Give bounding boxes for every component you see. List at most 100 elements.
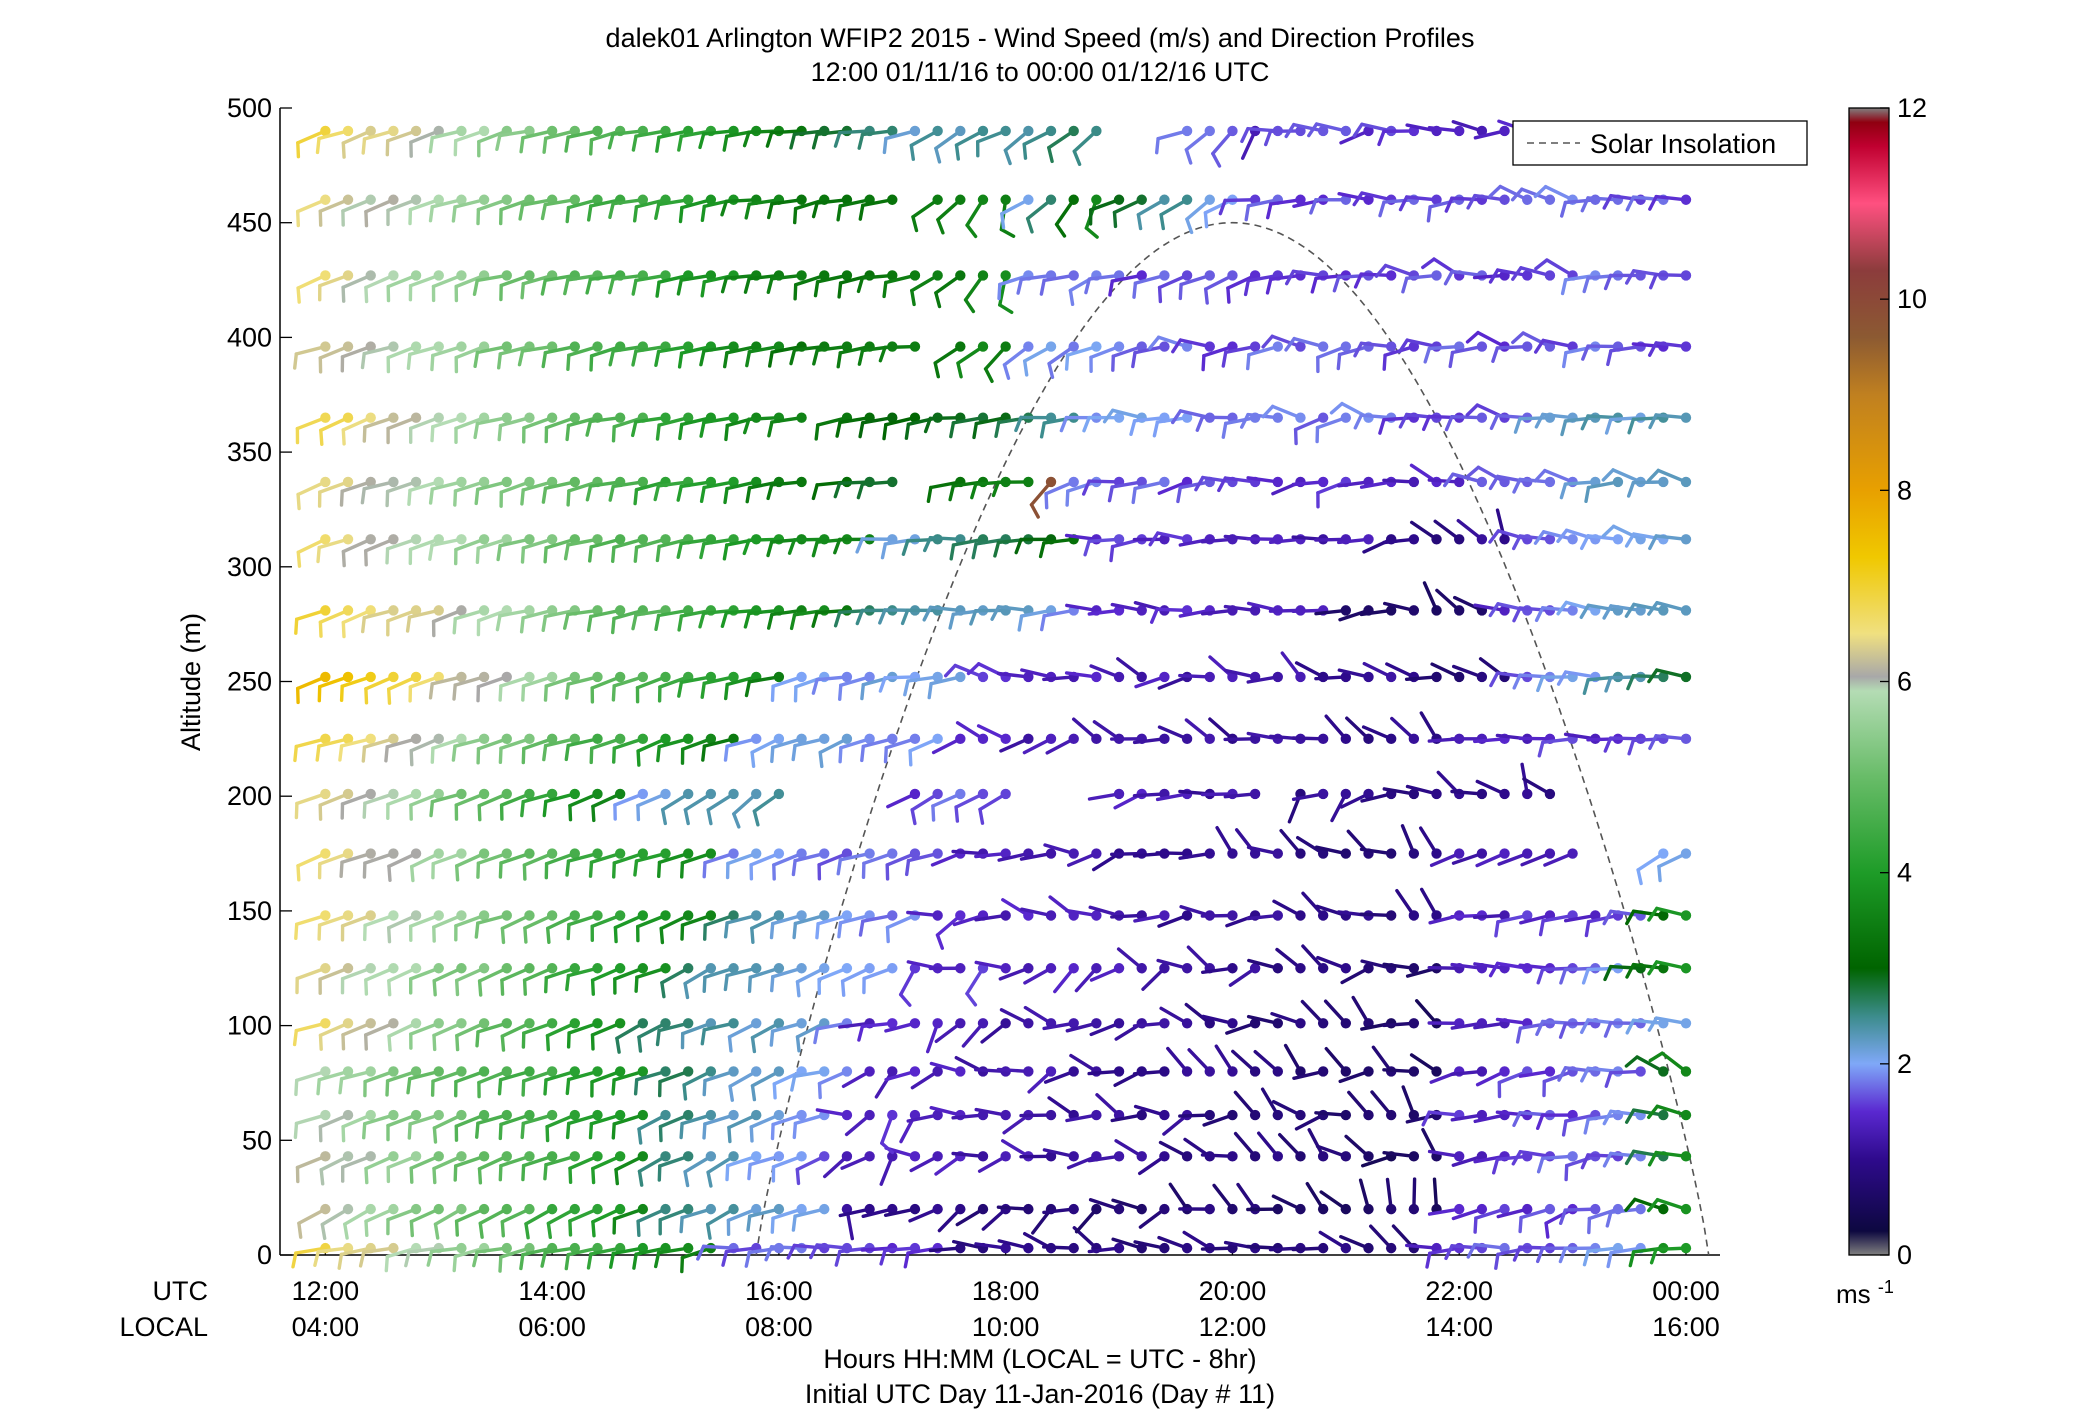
- wind-barb: [1265, 194, 1306, 220]
- wind-barb-flag: [743, 277, 751, 294]
- wind-barb-dot: [433, 125, 444, 137]
- wind-barb-dot: [1113, 412, 1125, 423]
- wind-barb-flag: [608, 277, 615, 295]
- wind-barb-flag: [770, 1122, 775, 1141]
- wind-barb: [1047, 125, 1079, 164]
- wind-barb-flag: [633, 205, 639, 223]
- wind-barb: [879, 1151, 898, 1186]
- wind-barb-dot: [410, 963, 422, 974]
- wind-barb-flag: [387, 979, 392, 997]
- wind-barb-flag: [1194, 475, 1205, 492]
- wind-barb-dot: [1000, 963, 1011, 974]
- wind-barb-dot: [388, 963, 399, 974]
- wind-barb: [565, 671, 603, 700]
- wind-barb-flag: [769, 921, 775, 940]
- wind-barb-dot: [410, 671, 422, 683]
- wind-barb-flag: [1580, 196, 1590, 213]
- wind-barb-dot: [1181, 1242, 1193, 1254]
- wind-barb-dot: [456, 733, 467, 745]
- wind-barb-flag: [1397, 338, 1409, 354]
- wind-barb: [432, 1109, 467, 1144]
- wind-barb: [360, 341, 399, 370]
- wind-barb-dot: [1113, 1018, 1125, 1029]
- wind-barb-dot: [388, 910, 399, 921]
- wind-barb: [1002, 341, 1034, 380]
- wind-barb-dot: [955, 910, 966, 921]
- wind-barb-dot: [614, 1109, 626, 1121]
- wind-barb: [996, 671, 1034, 683]
- wind-barb: [1087, 788, 1125, 801]
- wind-barb-dot: [909, 848, 921, 859]
- wind-barb: [1022, 125, 1057, 160]
- wind-barb: [1451, 848, 1488, 865]
- wind-barb-flag: [1489, 413, 1500, 430]
- wind-barb-dot: [955, 341, 966, 352]
- wind-barb-dot: [1544, 270, 1556, 281]
- wind-barb: [455, 1018, 490, 1052]
- wind-barb-dot: [1204, 1109, 1215, 1121]
- wind-barb-flag: [1582, 276, 1590, 294]
- wind-barb: [475, 1109, 512, 1139]
- wind-barb: [1275, 947, 1306, 974]
- wind-barb: [318, 1018, 354, 1051]
- wind-barb: [341, 270, 376, 303]
- wind-barb-flag: [658, 1124, 663, 1143]
- wind-barb-flag: [1544, 1221, 1550, 1239]
- wind-barb-flag: [723, 486, 729, 505]
- wind-barb-flag: [1580, 1066, 1590, 1083]
- wind-barb-flag: [1329, 401, 1344, 415]
- wind-barb-dot: [682, 1151, 694, 1162]
- wind-barb: [1233, 1090, 1261, 1121]
- wind-barb-flag: [770, 745, 775, 764]
- wind-barb-dot: [1317, 733, 1329, 745]
- wind-barb-dot: [569, 788, 581, 800]
- wind-barb-dot: [864, 733, 875, 745]
- wind-barb-flag: [568, 804, 573, 822]
- wind-barb-flag: [1064, 353, 1070, 371]
- wind-barb: [454, 534, 490, 566]
- wind-barb-dot: [1295, 1203, 1306, 1215]
- wind-barb-dot: [705, 788, 717, 800]
- wind-barb-flag: [706, 808, 713, 826]
- wind-barb: [654, 341, 694, 367]
- wind-barb-dot: [841, 910, 853, 921]
- wind-barb: [318, 788, 354, 821]
- wind-barb: [1064, 671, 1102, 683]
- wind-barb: [386, 341, 422, 374]
- wind-barb-dot: [1159, 733, 1170, 745]
- wind-barb-dot: [1136, 671, 1147, 683]
- wind-barb: [750, 733, 785, 768]
- wind-barb-dot: [456, 534, 467, 545]
- wind-barb-flag: [1221, 421, 1228, 439]
- wind-barb-dot: [365, 733, 376, 745]
- wind-barb-flag: [811, 201, 819, 219]
- wind-barb-flag: [1108, 279, 1115, 297]
- wind-barb-flag: [387, 1034, 392, 1052]
- wind-barb-dot: [682, 733, 694, 745]
- wind-barb-dot: [1181, 341, 1193, 352]
- wind-barb-dot: [1113, 671, 1125, 683]
- wind-barb-flag: [680, 923, 685, 941]
- wind-barb: [682, 1066, 717, 1101]
- wind-barb-dot: [1295, 848, 1306, 859]
- wind-barb: [1133, 910, 1170, 923]
- wind-barb-dot: [1680, 1151, 1692, 1162]
- wind-barb: [1309, 194, 1352, 215]
- wind-barb: [498, 671, 535, 702]
- wind-barb-flag: [498, 1255, 503, 1273]
- wind-barb: [1202, 1109, 1238, 1127]
- wind-barb-flag: [1603, 964, 1613, 982]
- wind-barb: [1404, 671, 1442, 683]
- wind-barb: [996, 1203, 1034, 1215]
- wind-barb: [856, 270, 898, 294]
- wind-barb: [1418, 826, 1442, 859]
- wind-barb: [1307, 1128, 1329, 1162]
- wind-barb-dot: [320, 1018, 331, 1029]
- wind-barb-flag: [476, 861, 481, 879]
- wind-barb: [566, 341, 603, 371]
- wind-barb-dot: [365, 125, 376, 137]
- wind-barb: [680, 1018, 717, 1050]
- wind-barb-flag: [750, 1035, 757, 1054]
- wind-barb-dot: [320, 1109, 331, 1121]
- wind-barb-flag: [1226, 286, 1231, 304]
